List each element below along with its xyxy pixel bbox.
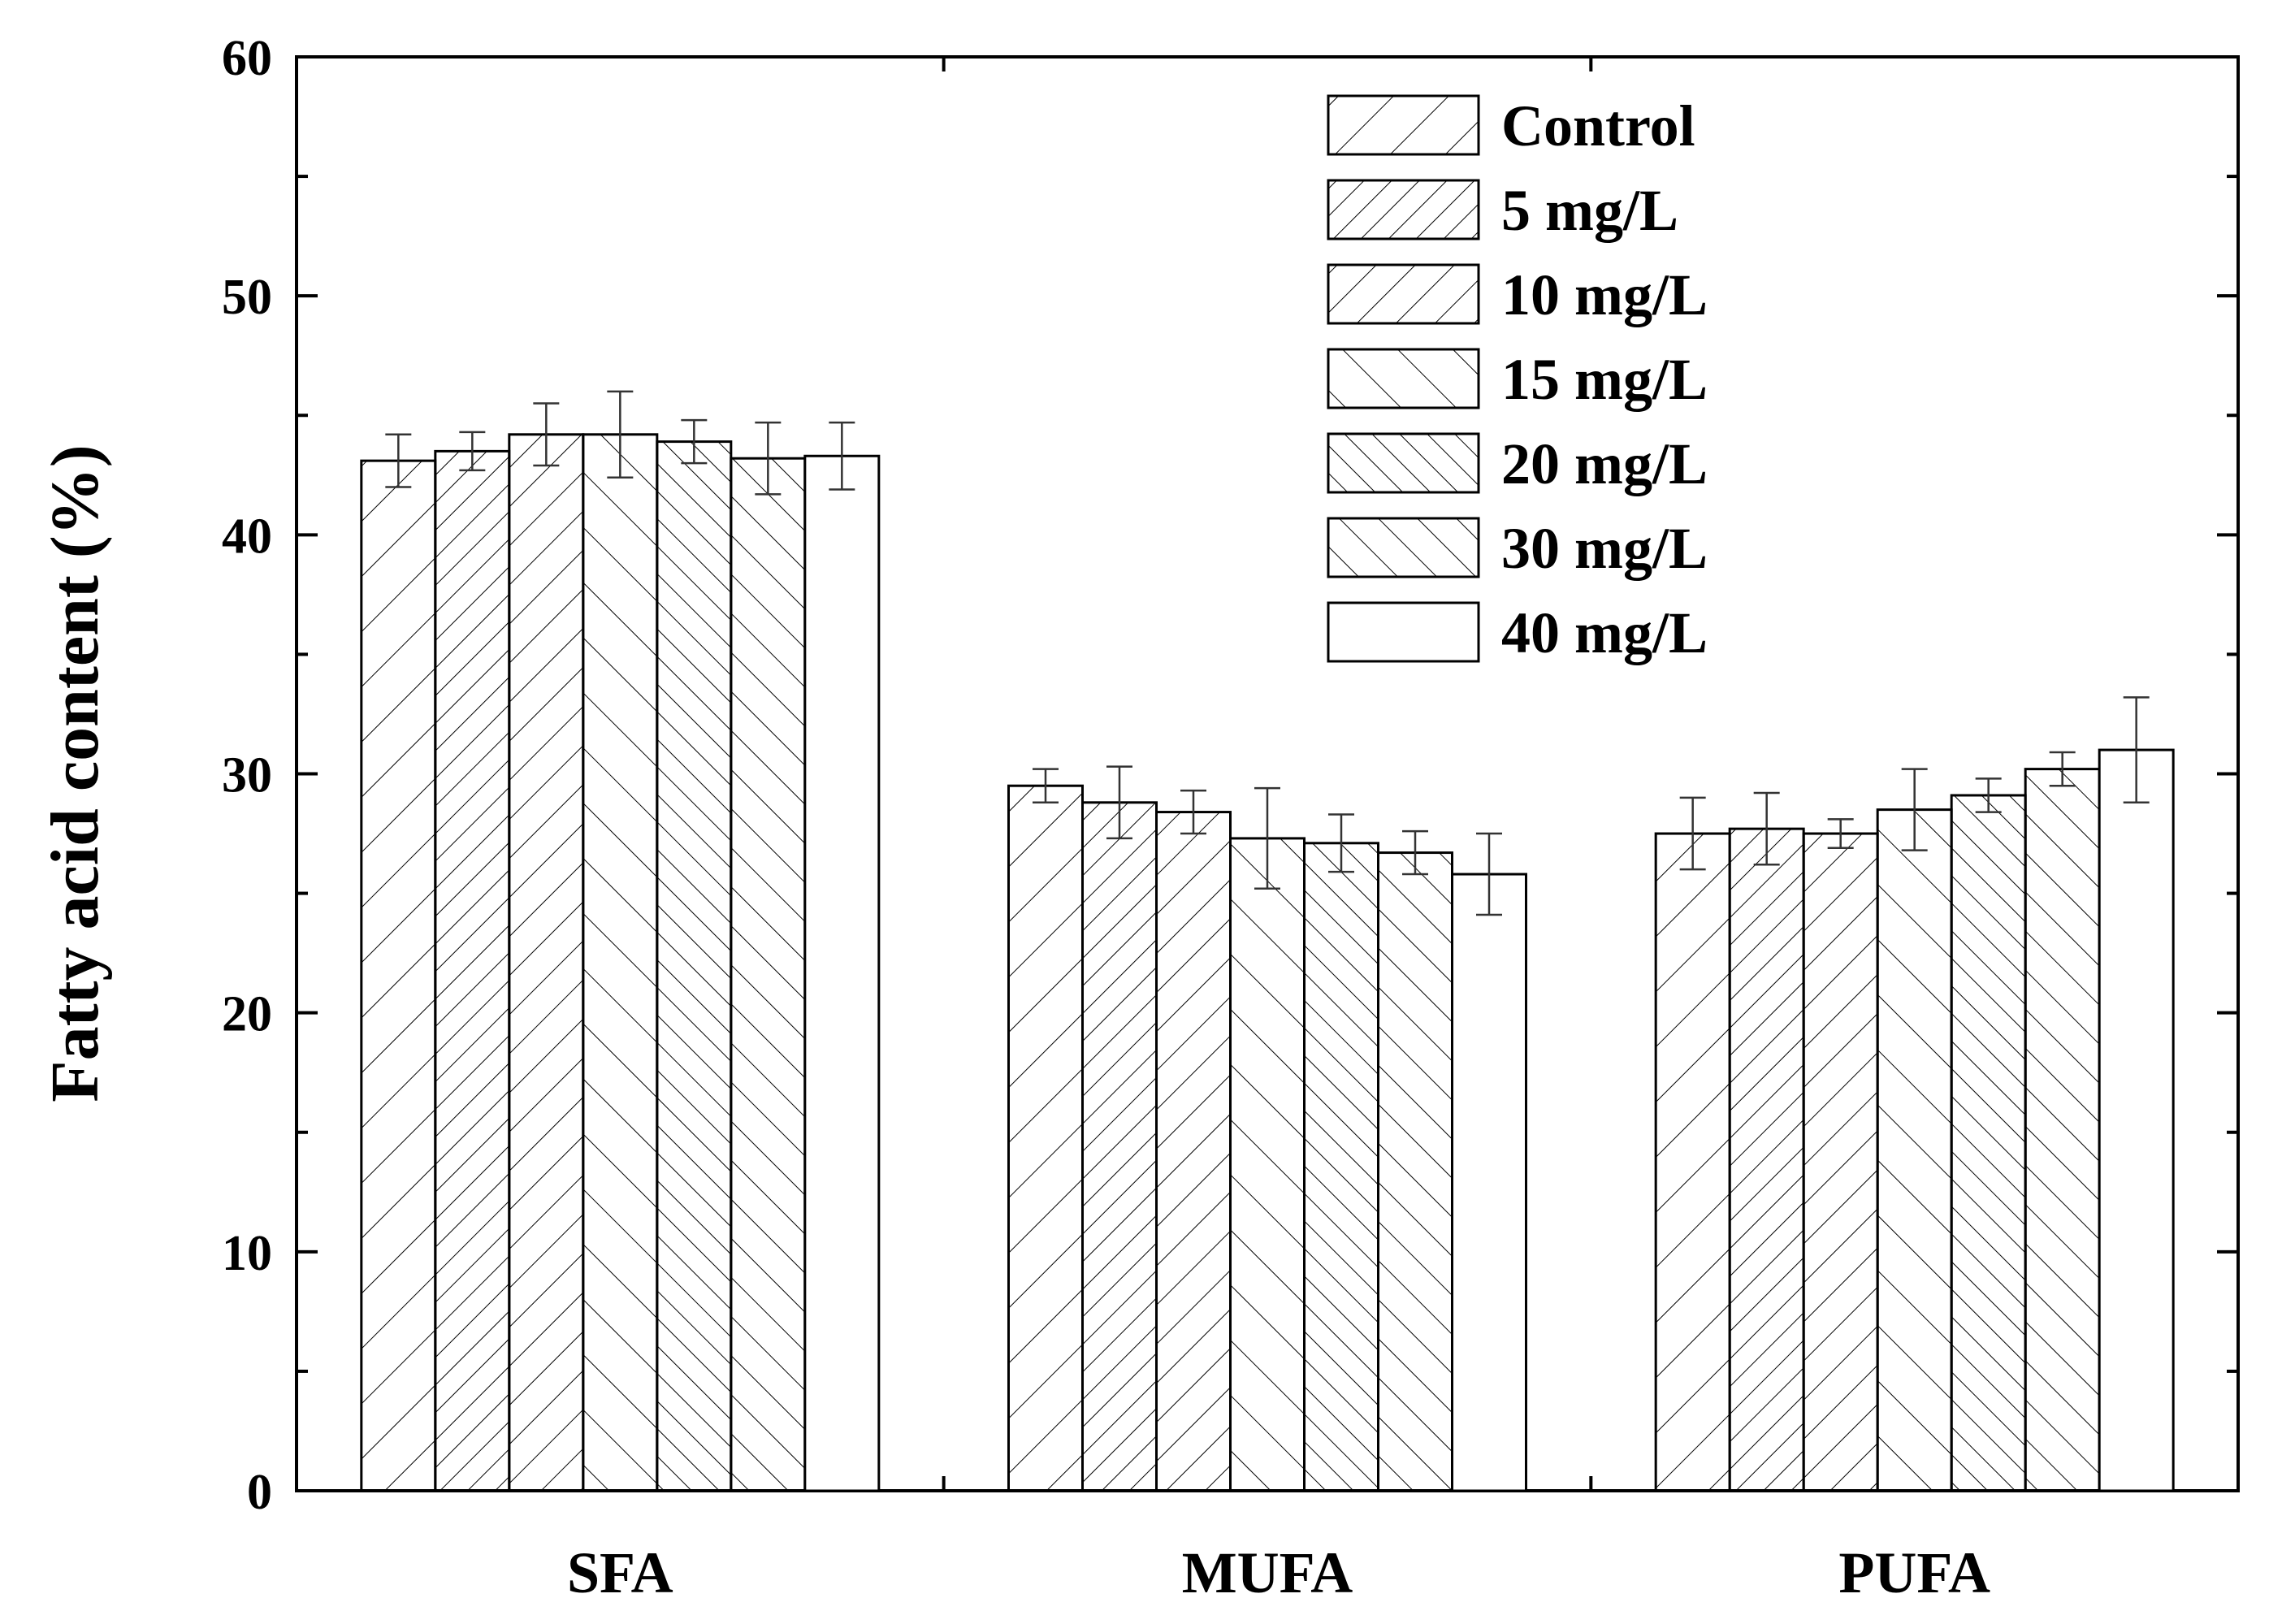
x-tick-label: SFA <box>567 1540 673 1605</box>
y-tick-label: 10 <box>222 1226 272 1281</box>
legend-swatch <box>1327 517 1480 578</box>
y-tick-label: 50 <box>222 270 272 325</box>
y-tick-label: 0 <box>247 1465 272 1520</box>
bar <box>1007 784 1084 1492</box>
bar <box>1081 801 1158 1492</box>
legend: Control 5 mg/L 10 mg/L 15 mg/L 20 mg/L 30 mg/… <box>1327 93 1708 665</box>
legend-swatch <box>1327 94 1480 156</box>
bar <box>360 459 437 1492</box>
bar <box>1950 794 2027 1492</box>
bar <box>2098 748 2175 1492</box>
legend-swatch <box>1327 348 1480 409</box>
legend-swatch <box>1327 601 1480 663</box>
error-bars-group <box>385 390 2150 916</box>
bar <box>1451 873 1527 1492</box>
legend-swatch <box>1327 179 1480 240</box>
bar <box>730 457 807 1492</box>
y-tick-label: 40 <box>222 509 272 564</box>
bar <box>1876 808 1953 1492</box>
bar <box>1303 842 1379 1492</box>
bar <box>1155 811 1232 1492</box>
bars-group <box>360 433 2175 1492</box>
y-tick-label: 60 <box>222 31 272 86</box>
x-tick-label: MUFA <box>1182 1540 1353 1605</box>
legend-label: 20 mg/L <box>1501 431 1708 496</box>
bar <box>1802 832 1879 1492</box>
bar <box>1377 851 1453 1492</box>
bar <box>1654 832 1731 1492</box>
legend-label: 5 mg/L <box>1501 178 1678 243</box>
y-axis-title: Fatty acid content (%) <box>37 444 113 1102</box>
x-axis: SFA MUFA PUFA <box>567 57 1990 1605</box>
bar <box>434 449 511 1492</box>
bar <box>582 433 659 1492</box>
legend-label: Control <box>1501 93 1695 158</box>
bar <box>2024 768 2101 1492</box>
legend-label: 40 mg/L <box>1501 600 1708 665</box>
bar <box>1229 837 1306 1492</box>
legend-label: 30 mg/L <box>1501 516 1708 581</box>
bar <box>508 433 585 1492</box>
legend-label: 15 mg/L <box>1501 347 1708 412</box>
legend-label: 10 mg/L <box>1501 262 1708 327</box>
bar <box>803 454 881 1492</box>
y-tick-label: 20 <box>222 987 272 1042</box>
legend-swatch <box>1327 432 1480 494</box>
y-tick-label: 30 <box>222 748 272 803</box>
x-tick-label: PUFA <box>1838 1540 1990 1605</box>
legend-swatch <box>1327 263 1480 325</box>
bar <box>656 440 733 1492</box>
bar <box>1728 827 1805 1492</box>
y-axis: 0 10 20 30 40 50 60 <box>222 31 2238 1520</box>
